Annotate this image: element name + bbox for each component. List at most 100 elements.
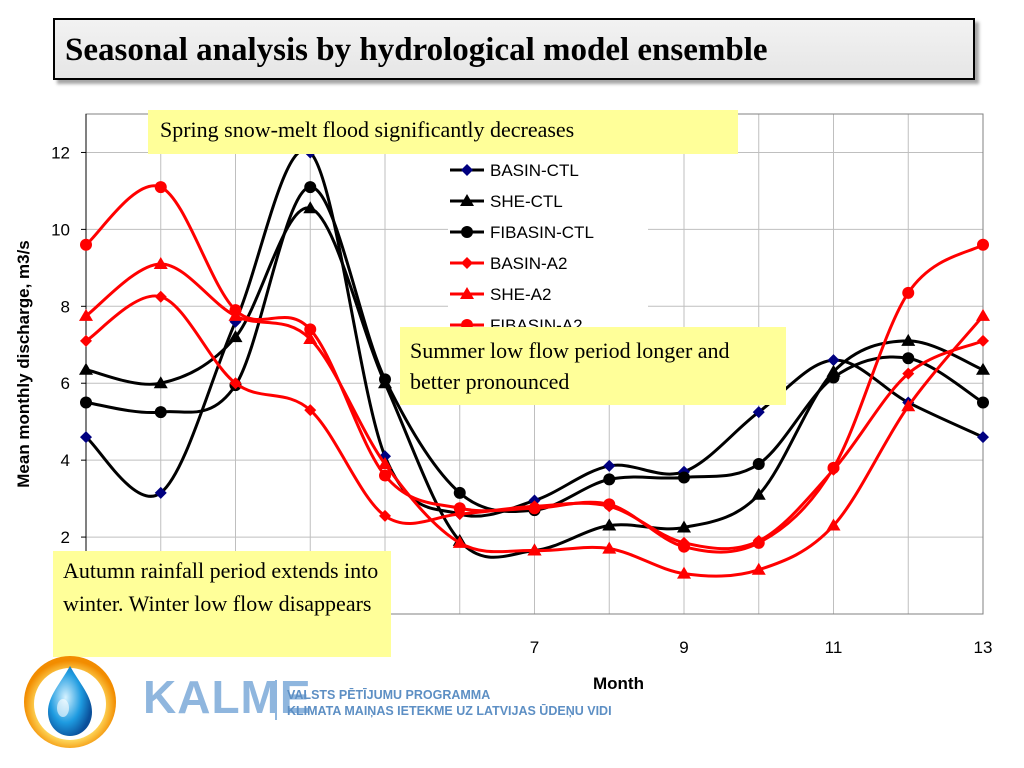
legend-item: FIBASIN-CTL bbox=[450, 223, 594, 242]
data-point bbox=[977, 334, 989, 347]
series-fibasin-a2 bbox=[80, 181, 989, 554]
x-tick-label: 7 bbox=[530, 638, 539, 657]
data-point bbox=[154, 486, 167, 499]
legend-item: SHE-CTL bbox=[450, 192, 563, 211]
legend-marker bbox=[461, 257, 473, 269]
data-point bbox=[154, 290, 167, 303]
x-axis-label: Month bbox=[593, 674, 644, 693]
data-point bbox=[527, 543, 542, 556]
legend-label: FIBASIN-CTL bbox=[490, 223, 594, 242]
data-point bbox=[751, 562, 766, 575]
data-point bbox=[80, 238, 92, 251]
data-point bbox=[304, 181, 317, 194]
data-point bbox=[80, 334, 92, 347]
legend-item: BASIN-CTL bbox=[450, 161, 579, 180]
y-tick-label: 12 bbox=[51, 143, 70, 162]
data-point bbox=[827, 461, 840, 474]
data-point bbox=[379, 509, 391, 522]
data-point bbox=[79, 308, 93, 321]
legend-label: BASIN-CTL bbox=[490, 161, 579, 180]
x-tick-label: 9 bbox=[679, 638, 688, 657]
data-point bbox=[752, 536, 765, 549]
data-point bbox=[752, 458, 765, 470]
legend-background bbox=[448, 152, 648, 330]
legend-marker bbox=[460, 194, 474, 206]
legend-item: BASIN-A2 bbox=[450, 254, 567, 273]
x-tick-label: 11 bbox=[825, 638, 843, 657]
program-line-1: VALSTS PĒTĪJUMU PROGRAMMA bbox=[287, 688, 491, 702]
series-line bbox=[85, 184, 984, 554]
legend-label: SHE-A2 bbox=[490, 285, 551, 304]
legend-marker bbox=[461, 226, 473, 238]
callout-summer: Summer low flow period longer and better… bbox=[400, 327, 786, 405]
data-point bbox=[602, 541, 617, 554]
data-point bbox=[678, 471, 690, 484]
data-point bbox=[303, 332, 318, 344]
data-point bbox=[751, 487, 766, 500]
y-tick-label: 8 bbox=[61, 297, 70, 316]
data-point bbox=[528, 502, 541, 515]
data-point bbox=[153, 376, 168, 389]
data-point bbox=[80, 396, 92, 409]
data-point bbox=[977, 396, 989, 409]
series-fibasin-ctl bbox=[80, 181, 989, 517]
data-point bbox=[827, 354, 840, 367]
data-point bbox=[379, 373, 391, 386]
data-point bbox=[153, 257, 168, 269]
y-tick-label: 6 bbox=[61, 374, 70, 393]
data-point bbox=[976, 362, 990, 375]
title-box: Seasonal analysis by hydrological model … bbox=[53, 18, 975, 80]
data-point bbox=[901, 333, 916, 346]
data-point bbox=[976, 308, 990, 321]
x-tick-label: 13 bbox=[974, 638, 993, 657]
data-point bbox=[229, 377, 242, 390]
data-point bbox=[378, 457, 392, 469]
legend-label: SHE-CTL bbox=[490, 192, 563, 211]
callout-spring: Spring snow-melt flood significantly dec… bbox=[148, 110, 738, 154]
program-line-2: KLIMATA MAIŅAS IETEKME UZ LATVIJAS ŪDEŅU… bbox=[287, 704, 612, 718]
data-point bbox=[603, 498, 616, 511]
legend-marker bbox=[461, 164, 473, 176]
data-point bbox=[154, 406, 167, 419]
legend-label: BASIN-A2 bbox=[490, 254, 567, 273]
data-point bbox=[827, 371, 840, 384]
data-point bbox=[154, 181, 167, 194]
data-point bbox=[80, 431, 92, 444]
data-point bbox=[678, 540, 690, 553]
series-line bbox=[85, 185, 984, 514]
data-point bbox=[826, 518, 841, 531]
data-point bbox=[453, 486, 466, 499]
logo-name: KALME bbox=[143, 671, 312, 723]
water-drop-icon bbox=[24, 656, 116, 748]
data-point bbox=[901, 399, 916, 412]
y-axis-label: Mean monthly discharge, m3/s bbox=[14, 240, 33, 488]
data-point bbox=[452, 535, 467, 548]
data-point bbox=[677, 520, 691, 533]
logo-divider bbox=[275, 680, 277, 720]
data-point bbox=[902, 367, 915, 380]
y-tick-label: 10 bbox=[51, 220, 70, 239]
data-point bbox=[977, 238, 989, 251]
data-point bbox=[228, 330, 243, 343]
data-point bbox=[902, 286, 915, 299]
data-point bbox=[79, 362, 93, 375]
data-point bbox=[603, 459, 616, 472]
y-tick-label: 4 bbox=[61, 451, 70, 470]
data-point bbox=[677, 566, 691, 579]
slide-title: Seasonal analysis by hydrological model … bbox=[65, 32, 768, 68]
y-tick-label: 2 bbox=[61, 528, 70, 547]
legend-marker bbox=[460, 287, 474, 299]
data-point bbox=[304, 404, 317, 417]
data-point bbox=[752, 406, 765, 419]
data-point bbox=[602, 518, 617, 531]
data-point bbox=[303, 201, 318, 214]
data-point bbox=[902, 352, 915, 365]
data-point bbox=[977, 431, 989, 444]
data-point bbox=[603, 473, 616, 486]
data-point bbox=[229, 304, 242, 317]
data-point bbox=[379, 469, 391, 482]
data-point bbox=[453, 502, 466, 515]
callout-autumn: Autumn rainfall period extends into wint… bbox=[53, 551, 391, 657]
legend-item: SHE-A2 bbox=[450, 285, 551, 304]
data-point bbox=[304, 323, 317, 336]
